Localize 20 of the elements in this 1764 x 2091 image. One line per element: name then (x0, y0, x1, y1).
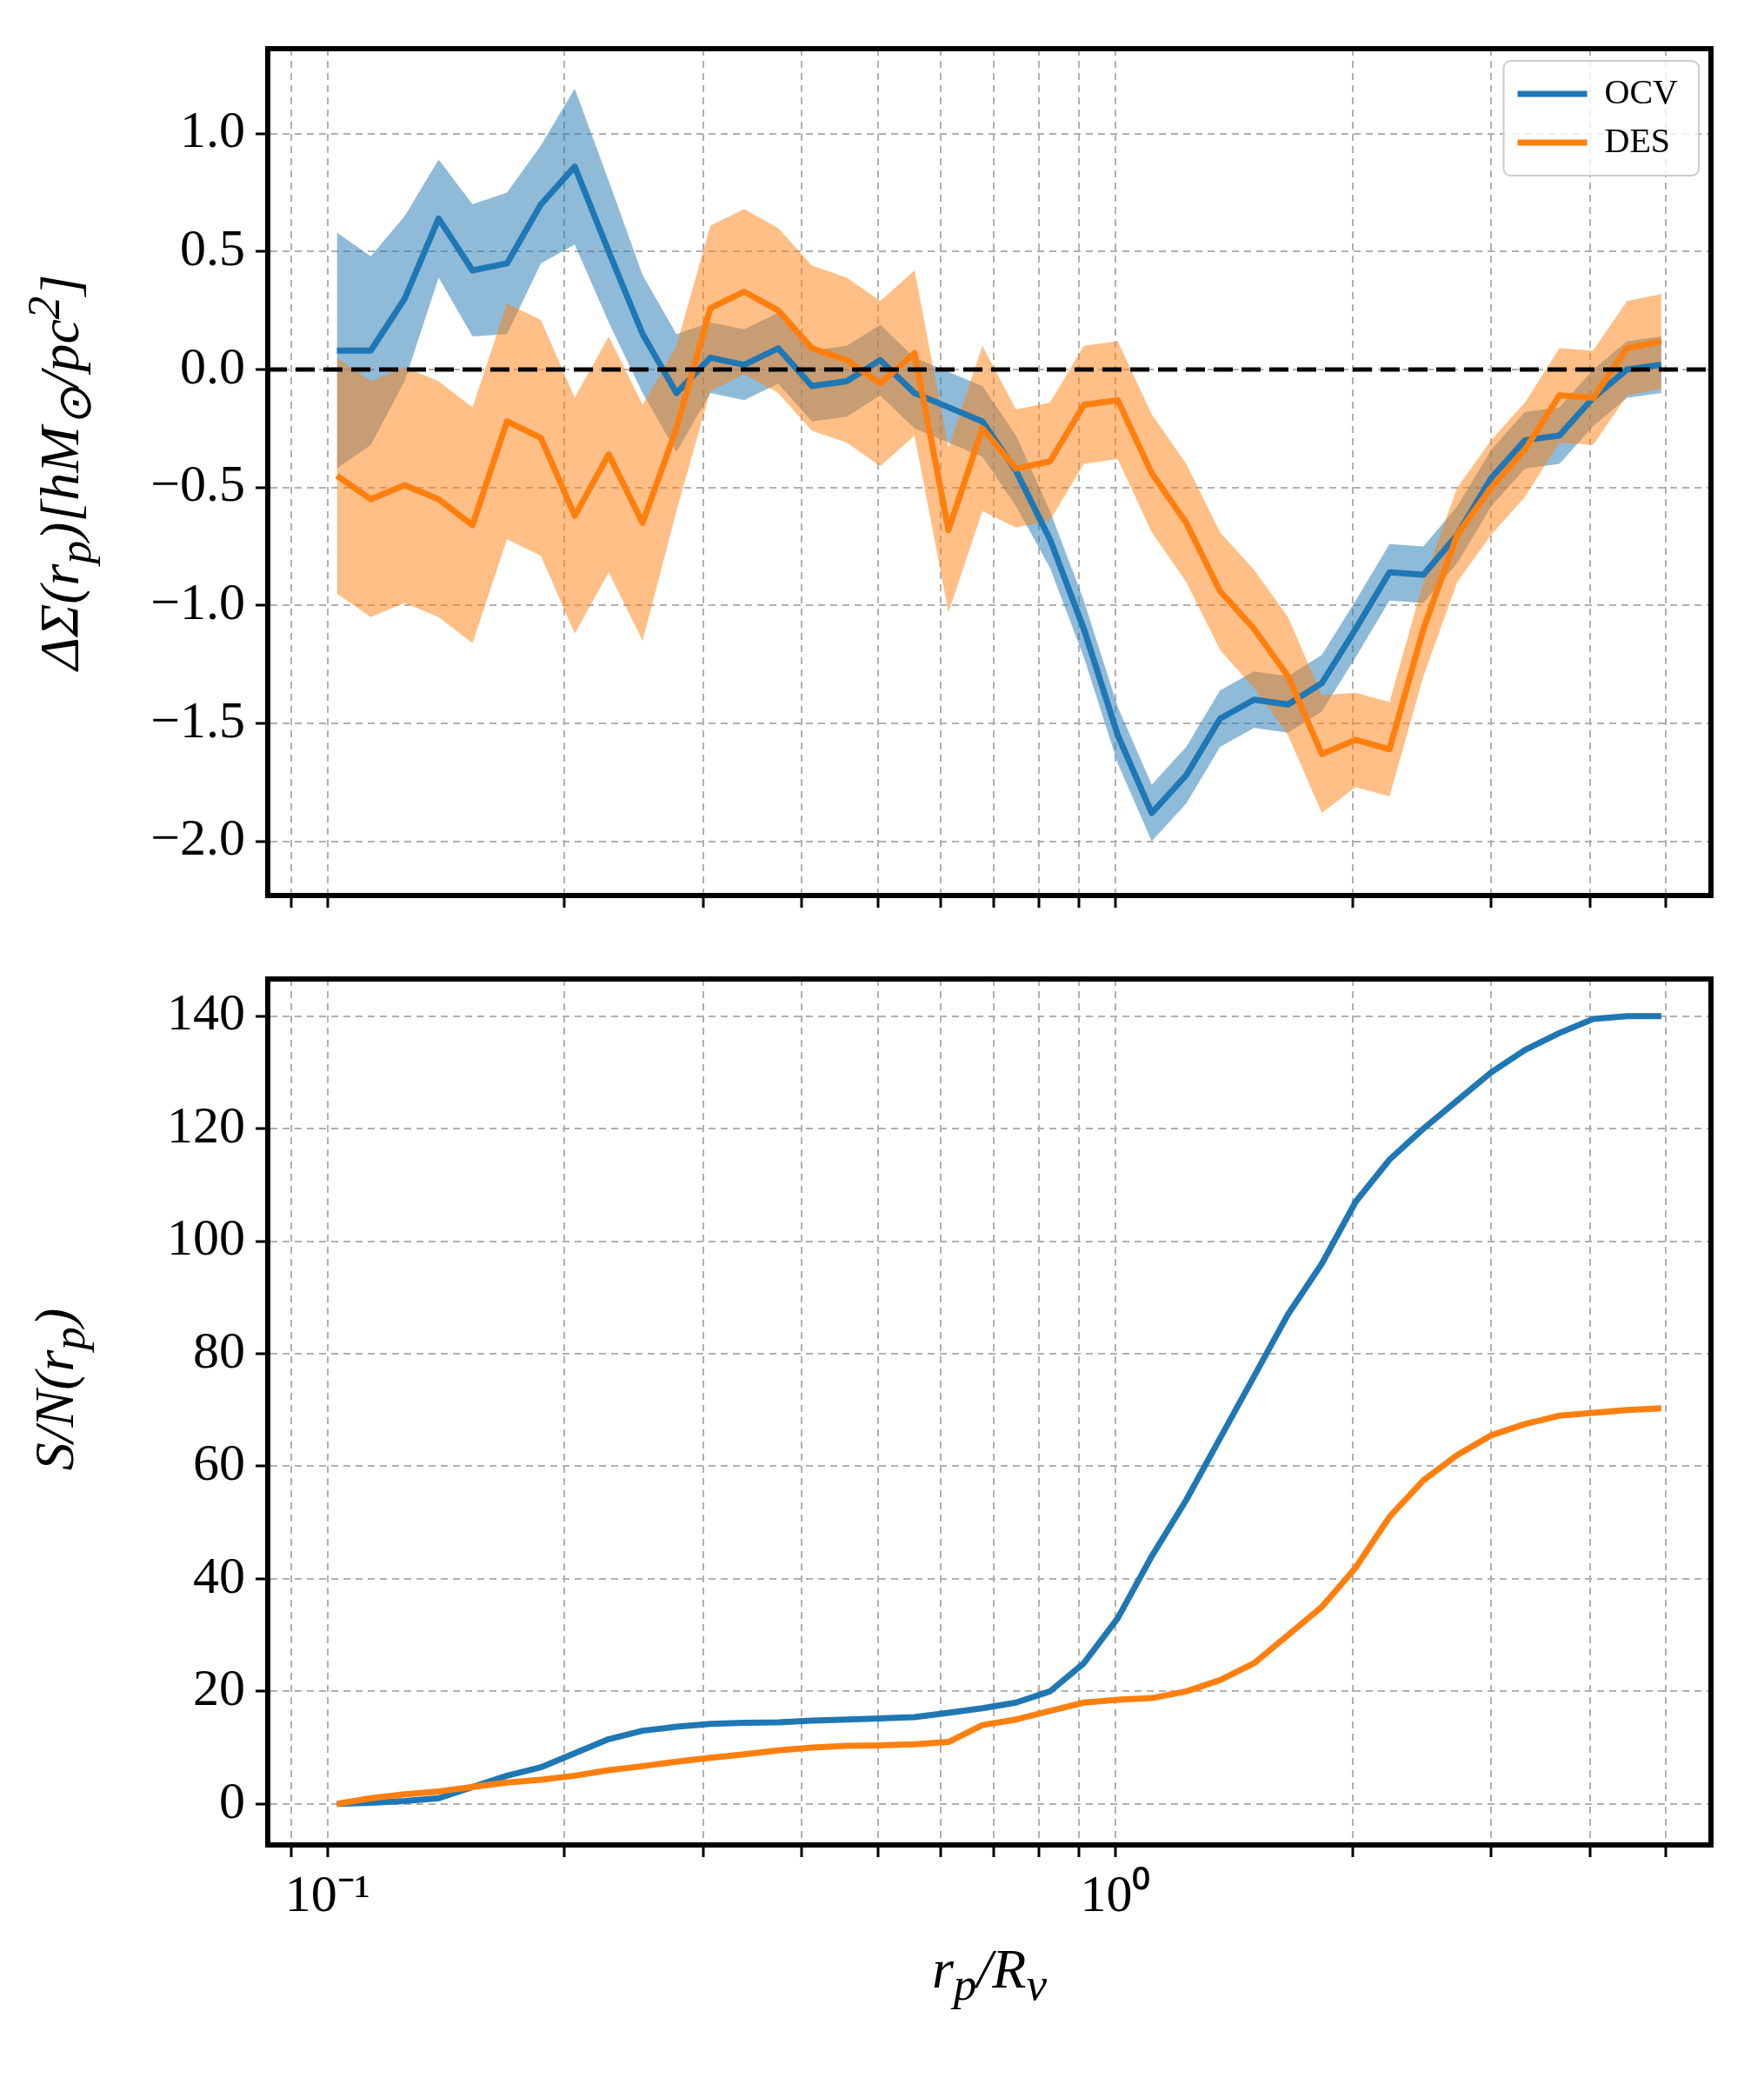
y-tick-label: −2.0 (150, 809, 245, 867)
y-tick-label: 0.0 (180, 336, 245, 395)
y-tick-label: 140 (167, 983, 245, 1042)
y-tick-label: 120 (167, 1095, 245, 1154)
y-tick-label: 40 (193, 1546, 245, 1604)
y-tick-label: 80 (193, 1321, 245, 1379)
legend-label: OCV (1604, 71, 1679, 111)
y-tick-label: −1.0 (150, 573, 245, 631)
y-tick-label: −0.5 (150, 455, 245, 513)
y-tick-label: 60 (193, 1434, 245, 1492)
y-tick-label: −1.5 (150, 690, 245, 749)
y-tick-label: 20 (193, 1659, 245, 1717)
x-tick-label: 10⁻¹ (284, 1864, 370, 1922)
x-axis-title: r$_{p}$/R$_{v}$ (930, 1937, 1048, 2011)
y-tick-label: 1.0 (180, 101, 245, 159)
legend-label: DES (1604, 120, 1671, 160)
y-tick-label: 0.5 (180, 219, 245, 277)
y-tick-label: 0 (219, 1771, 245, 1829)
x-tick-label: 10⁰ (1080, 1864, 1151, 1922)
y-tick-label: 100 (167, 1209, 245, 1267)
